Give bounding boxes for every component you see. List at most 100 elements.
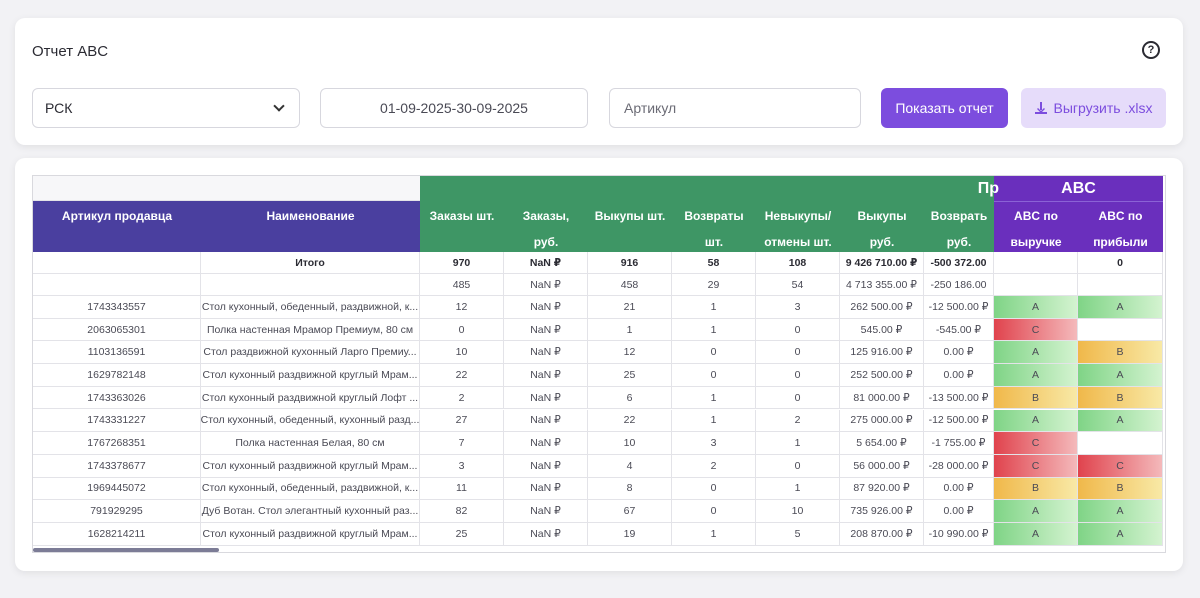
table.rows.6-cell-7: 5 654.00 ₽ (840, 432, 924, 455)
col-header-buyouts-rub-2: руб. (869, 235, 895, 249)
table.rows.7-cell-10: C (1078, 454, 1163, 478)
table.rows.10-cell-4: 19 (588, 523, 672, 546)
col-header-nonbuyouts[interactable]: Невыкупы/ (764, 209, 832, 223)
table.rows.3-cell-4: 25 (588, 364, 672, 387)
table.rows.6-cell-8: -1 755.00 ₽ (924, 432, 994, 455)
header-purple-block (994, 176, 1163, 252)
table.rows.4-cell-0: 1743363026 (33, 386, 201, 410)
table.rows.2-cell-9: A (994, 341, 1078, 365)
table.rows.2-cell-2: 10 (420, 341, 504, 365)
table.rows.6-cell-1: Полка настенная Белая, 80 см (201, 432, 420, 455)
col-header-name[interactable]: Наименование (266, 209, 355, 223)
table.rows.5-cell-7: 275 000.00 ₽ (840, 409, 924, 433)
table.rows.9-cell-5: 0 (672, 500, 756, 523)
table.rows.9-cell-7: 735 926.00 ₽ (840, 500, 924, 523)
table.rows.3-cell-9: A (994, 364, 1078, 387)
table.rows.7-cell-1: Стол кухонный раздвижной круглый Мрам... (201, 454, 420, 478)
col-header-buyouts-qty[interactable]: Выкупы шт. (594, 209, 666, 223)
table.rows.7-cell-2: 3 (420, 454, 504, 478)
table.rows.0-cell-9: A (994, 296, 1078, 319)
table.total-cell-8: -500 372.00 (924, 252, 994, 274)
table.rows.8-cell-4: 8 (588, 477, 672, 501)
table.rows.6-cell-6: 1 (756, 432, 840, 455)
table.rows.8-cell-7: 87 920.00 ₽ (840, 477, 924, 501)
table.second-cell-5: 29 (672, 274, 756, 296)
table.rows.5-cell-9: A (994, 409, 1078, 433)
table.rows.8-cell-5: 0 (672, 477, 756, 501)
export-xlsx-button[interactable]: Выгрузить .xlsx (1021, 88, 1166, 128)
table.rows.7-cell-8: -28 000.00 ₽ (924, 454, 994, 478)
col-header-abc-profit[interactable]: ABC по (1098, 209, 1143, 223)
table.rows.10-cell-5: 1 (672, 523, 756, 546)
col-header-returns-rub-2: руб. (946, 235, 972, 249)
table.total-cell-3: NaN ₽ (504, 252, 588, 274)
report-table-card: Пр ABC Артикул продавца Наименование Зак… (15, 158, 1183, 571)
col-header-abc-profit-2: прибыли (1093, 235, 1148, 249)
table.rows.1-cell-5: 1 (672, 318, 756, 342)
table.second-cell-6: 54 (756, 274, 840, 296)
table.rows.0-cell-5: 1 (672, 296, 756, 319)
col-header-returns-rub[interactable]: Возврать (930, 209, 988, 223)
table.second-cell-3: NaN ₽ (504, 274, 588, 296)
table.rows.7-cell-4: 4 (588, 454, 672, 478)
table.rows.1-cell-4: 1 (588, 318, 672, 342)
table.rows.10-cell-1: Стол кухонный раздвижной круглый Мрам... (201, 523, 420, 546)
table.rows.9-cell-6: 10 (756, 500, 840, 523)
col-header-buyouts-rub[interactable]: Выкупы (857, 209, 907, 223)
table.rows.0-cell-2: 12 (420, 296, 504, 319)
store-select[interactable]: РСК (32, 88, 300, 128)
table.rows.10-cell-3: NaN ₽ (504, 523, 588, 546)
table.rows.0-cell-1: Стол кухонный, обеденный, раздвижной, к.… (201, 296, 420, 319)
table.rows.7-cell-9: C (994, 454, 1078, 478)
table.rows.3-cell-3: NaN ₽ (504, 364, 588, 387)
col-header-returns-qty[interactable]: Возвраты (684, 209, 744, 223)
table.rows.4-cell-1: Стол кухонный раздвижной круглый Лофт ..… (201, 386, 420, 410)
table.rows.6-cell-4: 10 (588, 432, 672, 455)
table.rows.2-cell-0: 1103136591 (33, 341, 201, 365)
table.rows.6-cell-5: 3 (672, 432, 756, 455)
chevron-down-icon (273, 100, 285, 112)
table.rows.3-cell-5: 0 (672, 364, 756, 387)
table.total-cell-7: 9 426 710.00 ₽ (840, 252, 924, 274)
table.rows.1-cell-10 (1078, 318, 1163, 342)
table.rows.2-cell-3: NaN ₽ (504, 341, 588, 365)
table.rows.2-cell-10: B (1078, 341, 1163, 365)
table.rows.8-cell-8: 0.00 ₽ (924, 477, 994, 501)
table.rows.1-cell-7: 545.00 ₽ (840, 318, 924, 342)
header-divider (994, 201, 1163, 202)
table.rows.1-cell-0: 2063065301 (33, 318, 201, 342)
table.rows.10-cell-8: -10 990.00 ₽ (924, 523, 994, 546)
table.total-cell-2: 970 (420, 252, 504, 274)
table.second-cell-2: 485 (420, 274, 504, 296)
table.rows.10-cell-0: 1628214211 (33, 523, 201, 546)
horizontal-scrollbar[interactable] (33, 548, 219, 552)
table.rows.4-cell-10: B (1078, 386, 1163, 410)
table.rows.9-cell-9: A (994, 500, 1078, 523)
col-header-abc-revenue[interactable]: ABC по (1014, 209, 1058, 223)
table.rows.9-cell-4: 67 (588, 500, 672, 523)
table.rows.5-cell-6: 2 (756, 409, 840, 433)
download-icon (1034, 102, 1047, 114)
table.rows.7-cell-7: 56 000.00 ₽ (840, 454, 924, 478)
show-report-button[interactable]: Показать отчет (881, 88, 1008, 128)
group-abc-label: ABC (1061, 180, 1096, 197)
col-header-orders-rub[interactable]: Заказы, (522, 209, 570, 223)
table.rows.4-cell-2: 2 (420, 386, 504, 410)
table.rows.3-cell-7: 252 500.00 ₽ (840, 364, 924, 387)
table.rows.6-cell-2: 7 (420, 432, 504, 455)
table.rows.6-cell-3: NaN ₽ (504, 432, 588, 455)
col-header-orders-qty[interactable]: Заказы шт. (429, 209, 495, 223)
table.rows.1-cell-1: Полка настенная Мрамор Премиум, 80 см (201, 318, 420, 342)
table.rows.7-cell-0: 1743378677 (33, 454, 201, 478)
store-select-value: РСК (45, 100, 73, 116)
date-range-input[interactable]: 01-09-2025-30-09-2025 (320, 88, 588, 128)
table.rows.2-cell-7: 125 916.00 ₽ (840, 341, 924, 365)
table.rows.9-cell-8: 0.00 ₽ (924, 500, 994, 523)
table.total-cell-6: 108 (756, 252, 840, 274)
col-header-article[interactable]: Артикул продавца (61, 209, 173, 223)
help-circle-icon[interactable]: ? (1142, 41, 1160, 59)
table.rows.6-cell-10 (1078, 432, 1163, 455)
table.rows.7-cell-5: 2 (672, 454, 756, 478)
article-input[interactable]: Артикул (609, 88, 861, 128)
table.rows.2-cell-6: 0 (756, 341, 840, 365)
